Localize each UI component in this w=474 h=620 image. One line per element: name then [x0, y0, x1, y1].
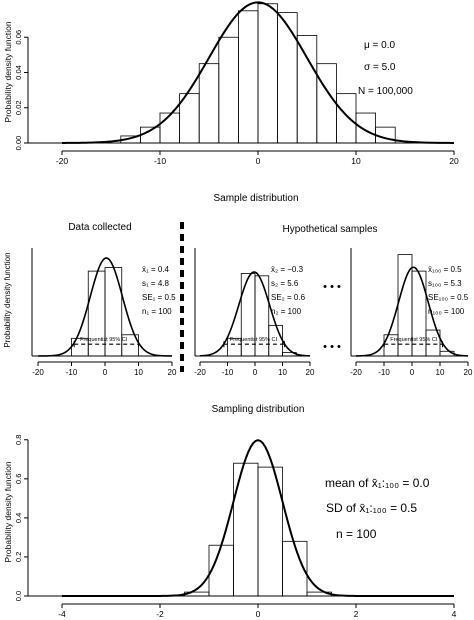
ellipsis-top: • • • — [323, 281, 341, 293]
population-x-tick-label: 10 — [351, 156, 361, 166]
sampling-distribution-x-tick-label: -4 — [58, 609, 66, 619]
population-x-tick-label: -10 — [154, 156, 167, 166]
sample-100-bar — [425, 329, 441, 357]
population-y-tick-label: 0.00 — [14, 136, 23, 151]
sampling-distribution-y-tick-label: 0.4 — [14, 513, 23, 523]
population-x-tick-label: -20 — [56, 156, 69, 166]
sample-1-x-tick-label: -10 — [66, 368, 78, 377]
sample-100-annotation: n₁₀₀ = 100 — [428, 307, 465, 316]
sample-100-x-tick-label: 20 — [464, 368, 473, 377]
sampling-distribution-density-curve — [62, 439, 454, 597]
sample-2-panel: -20 -10 0 10 20 Frequentist 95% CI x̄₂ = −0.3 s… — [194, 248, 315, 377]
sample-1-annotation: n₁ = 100 — [142, 307, 172, 316]
population-y-tick-label: 0.02 — [14, 100, 23, 115]
sample-2-bar — [254, 275, 270, 357]
sample-100-x-tick-label: -10 — [378, 368, 390, 377]
sample-1-annotation: s₁ = 4.8 — [142, 279, 169, 288]
population-y-label: Probability density function — [3, 21, 13, 122]
sample-2-x-tick-label: 20 — [306, 368, 315, 377]
sample-2-x-tick-label: 0 — [253, 368, 258, 377]
population-bar — [277, 12, 298, 144]
population-bar — [355, 112, 377, 144]
sample-1-annotation: SE₁ = 0.5 — [142, 293, 176, 302]
population-bar — [198, 63, 220, 144]
sample-1-annotation: x̄₁ = 0.4 — [142, 265, 170, 274]
population-bar — [316, 63, 337, 144]
sampling-mean: mean of x̄₁:₁₀₀ = 0.0 — [325, 476, 430, 490]
data-collected-title: Data collected — [68, 222, 131, 233]
ellipsis-bottom: • • • — [323, 341, 341, 353]
sample-2-x-tick-label: -20 — [194, 368, 206, 377]
sample-2-x-tick-label: 10 — [278, 368, 287, 377]
sampling-distribution-y-label: Probability density function — [3, 461, 13, 562]
sample-2-annotation: n₂ = 100 — [271, 307, 302, 316]
population-bar — [296, 35, 318, 144]
sample-1-x-tick-label: -20 — [32, 368, 44, 377]
sampling-distribution-bar — [233, 462, 259, 597]
population-bar — [257, 3, 279, 144]
sample-2-annotation: x̄₂ = −0.3 — [271, 265, 304, 274]
sample-1-x-tick-label: 10 — [134, 368, 143, 377]
sample-100-x-tick-label: 10 — [436, 368, 445, 377]
sample-100-bar — [411, 270, 427, 357]
sampling-distribution-y-tick-label: 0.8 — [14, 435, 23, 445]
population-mu: μ = 0.0 — [364, 40, 395, 51]
sample-100-density-curve — [355, 266, 469, 357]
sampling-distribution-x-tick-label: 0 — [256, 609, 261, 619]
sampling-n: n = 100 — [336, 527, 377, 541]
sample-2-x-tick-label: -10 — [222, 368, 234, 377]
sample-100-x-tick-label: 0 — [410, 368, 415, 377]
sampling-distribution-bar — [257, 466, 283, 597]
population-bar — [335, 93, 357, 144]
sample-2-density-curve — [199, 271, 311, 357]
sample-100-annotation: s₁₀₀ = 5.3 — [428, 279, 462, 288]
sample-2-annotation: SE₂ = 0.6 — [271, 293, 306, 302]
population-bar — [159, 112, 181, 144]
sampling-distribution-bar — [208, 544, 234, 597]
sampling-distribution-bar — [282, 540, 308, 597]
sample-100-x-tick-label: -20 — [350, 368, 362, 377]
population-y-tick-label: 0.06 — [14, 30, 23, 45]
sampling-distribution-panel: -4 -2 0 2 4 0.0 0.2 0.4 0.6 0.8 Probability densit… — [3, 435, 457, 619]
population-bar — [237, 10, 259, 144]
population-x-tick-label: 0 — [256, 156, 261, 166]
sample-100-annotation: SE₁₀₀ = 0.5 — [428, 293, 469, 302]
population-density-curve — [61, 1, 455, 144]
population-bar — [218, 36, 239, 144]
sample-1-y-label: Probability density function — [3, 252, 12, 347]
sampling-distribution-x-tick-label: 2 — [354, 609, 359, 619]
sample-1-x-tick-label: 0 — [103, 368, 108, 377]
sample-2-annotation: s₂ = 5.6 — [271, 279, 299, 288]
sample-100-panel: -20 -10 0 10 20 Frequentist 95% CI x̄₁₀₀ = 0.5… — [350, 248, 473, 377]
sampling-distribution-y-tick-label: 0.2 — [14, 552, 23, 562]
sampling-distribution-y-tick-label: 0.0 — [14, 591, 23, 601]
sample-2-ci-label: Frequentist 95% CI — [230, 337, 278, 343]
sampling-distribution-title: Sampling distribution — [212, 404, 305, 415]
sample-1-bar — [87, 270, 106, 357]
sample-100-annotation: x̄₁₀₀ = 0.5 — [428, 265, 462, 274]
sample-1-panel: -20 -10 0 10 20 Probability density function F… — [3, 248, 177, 377]
hypothetical-samples-title: Hypothetical samples — [282, 224, 377, 235]
population-y-tick-label: 0.04 — [14, 65, 23, 80]
population-N: N = 100,000 — [358, 86, 413, 97]
sample-100-ci-label: Frequentist 95% CI — [390, 337, 438, 343]
sampling-distribution-x-tick-label: 4 — [452, 609, 457, 619]
sample-1-x-tick-label: 20 — [168, 368, 177, 377]
sample-1-ci-label: Frequentist 95% CI — [80, 337, 128, 343]
population-x-tick-label: 20 — [449, 156, 459, 166]
sampling-distribution-x-tick-label: -2 — [156, 609, 164, 619]
sample-1-density-curve — [38, 257, 173, 357]
sample-distribution-title: Sample distribution — [213, 193, 298, 204]
population-sigma: σ = 5.0 — [364, 62, 396, 73]
sampling-sd: SD of x̄₁:₁₀₀ = 0.5 — [326, 501, 417, 515]
sampling-distribution-y-tick-label: 0.6 — [14, 474, 23, 484]
